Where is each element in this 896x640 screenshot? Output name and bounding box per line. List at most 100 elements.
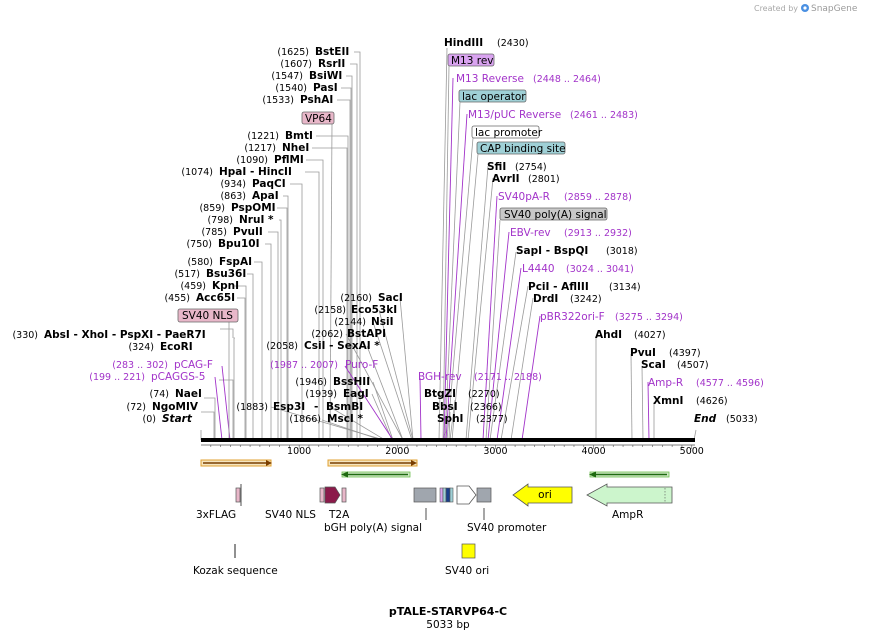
primer-label-puro-f: Puro-F — [345, 359, 378, 371]
site-num: (2377) — [476, 414, 508, 425]
primer-label-ebv-rev: EBV-rev — [510, 227, 551, 239]
site-num: (2158) — [314, 305, 346, 316]
site-label-hpai-hincii: HpaI - HincII — [219, 166, 292, 178]
site-num: (1090) — [236, 155, 268, 166]
plasmid-name: pTALE-STARVP64-C — [389, 605, 507, 618]
site-label-bsiwi: BsiWI — [309, 70, 342, 82]
site-label-pspomi: PspOMI — [231, 202, 276, 214]
site-num: (4027) — [634, 330, 666, 341]
site-label-bsmbi-dash: - — [314, 401, 318, 413]
site-label-nrui: NruI * — [239, 214, 274, 226]
site-num: (1939) — [305, 389, 337, 400]
site-label-scai: ScaI — [641, 359, 666, 371]
ruler-tick-label: 5000 — [680, 446, 704, 457]
site-label-nsii: NsiI — [371, 316, 394, 328]
site-label-pvuii: PvuII — [233, 226, 263, 238]
site-label-pshai: PshAI — [300, 94, 333, 106]
site-num: (1074) — [181, 167, 213, 178]
site-num: (2058) — [266, 341, 298, 352]
box-label-sv40-polya: SV40 poly(A) signal — [504, 209, 607, 221]
snapgene-logo-icon — [801, 4, 809, 12]
site-num: (2062) — [311, 329, 343, 340]
site-num: (1866) — [289, 414, 321, 425]
site-label-avrii: AvrII — [492, 173, 520, 185]
site-label-bpu10i: Bpu10I — [218, 238, 260, 250]
site-label-absi-xhoi: AbsI - XhoI - PspXI - PaeR7I — [44, 329, 206, 341]
site-label-apai: ApaI — [252, 190, 279, 202]
site-num: (1607) — [280, 59, 312, 70]
site-label-start: Start — [162, 413, 193, 425]
brand-name: SnapGene — [811, 4, 858, 14]
feature-leader-lines — [228, 65, 501, 441]
site-label-hindiii: HindIII — [444, 37, 483, 49]
primer-label-pcag-f: pCAG-F — [174, 359, 213, 371]
site-label-paqci: PaqCI — [252, 178, 286, 190]
site-num: (3018) — [606, 246, 638, 257]
restriction-sites: (0) Start (72) NgoMIV (74) NaeI (324) Ec… — [12, 37, 757, 425]
site-num: (1221) — [247, 131, 279, 142]
site-label-pvui: PvuI — [630, 347, 656, 359]
primer-label-sv40pa-r: SV40pA-R — [498, 191, 550, 203]
site-num: (1217) — [244, 143, 276, 154]
site-leader-lines — [200, 47, 697, 441]
primer-range: (2448 .. 2464) — [533, 74, 601, 85]
primer-range: (283 .. 302) — [112, 360, 168, 371]
ruler-tick-label: 3000 — [483, 446, 507, 457]
feature-label-sv40-nls: SV40 NLS — [265, 509, 316, 521]
feature-label-ampr: AmpR — [612, 509, 643, 521]
ruler-tick-label: 2000 — [385, 446, 409, 457]
site-label-xmni: XmnI — [653, 395, 683, 407]
primer-range: (2461 .. 2483) — [570, 110, 638, 121]
site-num: (2270) — [468, 389, 500, 400]
site-num: (1946) — [295, 377, 327, 388]
primer-range: (199 .. 221) — [89, 372, 145, 383]
site-label-esp3i: Esp3I — [273, 401, 305, 413]
site-num: (4507) — [677, 360, 709, 371]
site-label-msci: MscI * — [327, 413, 363, 425]
site-num: (1533) — [262, 95, 294, 106]
box-label-lac-promoter: lac promoter — [475, 127, 543, 139]
box-label-cap-binding-site: CAP binding site — [480, 143, 566, 155]
site-label-naei: NaeI — [175, 388, 202, 400]
site-label-eagi: EagI — [343, 388, 369, 400]
primer-range: (1987 .. 2007) — [270, 360, 338, 371]
site-num: (2366) — [470, 402, 502, 413]
site-num: (5033) — [726, 414, 758, 425]
site-num: (580) — [187, 257, 213, 268]
site-num: (4397) — [669, 348, 701, 359]
primer-labels: (199 .. 221) pCAGGS-5 (283 .. 302) pCAG-… — [89, 73, 764, 389]
site-num: (2754) — [515, 162, 547, 173]
feature-label-sv40-ori: SV40 ori — [445, 565, 489, 577]
site-num: (785) — [201, 227, 227, 238]
sequence-ruler: 1000 2000 3000 4000 5000 — [201, 438, 704, 457]
brand-prefix: Created by — [754, 4, 798, 13]
primer-label-pcaggs-5: pCAGGS-5 — [151, 371, 205, 383]
site-num: (0) — [143, 414, 156, 425]
primer-label-m13-reverse: M13 Reverse — [456, 73, 524, 85]
site-label-drdi: DrdI — [533, 293, 558, 305]
site-label-bsteii: BstEII — [315, 46, 349, 58]
site-num: (3242) — [570, 294, 602, 305]
boxed-labels: SV40 NLS VP64 M13 rev lac operator lac p… — [177, 53, 608, 323]
site-num: (863) — [220, 191, 246, 202]
site-label-eco53ki: Eco53kI — [351, 304, 397, 316]
site-label-end: End — [694, 413, 717, 425]
site-label-acc65i: Acc65I — [196, 292, 235, 304]
site-label-bmti: BmtI — [285, 130, 313, 142]
box-label-m13-rev: M13 rev — [451, 55, 494, 67]
primer-label-amp-r: Amp-R — [648, 377, 683, 389]
site-num: (859) — [199, 203, 225, 214]
box-label-lac-operator: lac operator — [462, 91, 526, 103]
ruler-tick-label: 4000 — [582, 446, 606, 457]
site-label-bstapi: BstAPI — [347, 328, 386, 340]
primer-range: (2913 .. 2932) — [564, 228, 632, 239]
site-num: (330) — [12, 330, 38, 341]
site-label-csii-sexai: CsiI - SexAI * — [304, 340, 380, 352]
feature-label-3xflag: 3xFLAG — [196, 509, 236, 521]
site-label-sapi-bspqi: SapI - BspQI — [516, 245, 588, 257]
primer-range: (3024 .. 3041) — [566, 264, 634, 275]
site-label-saci: SacI — [378, 292, 403, 304]
site-num: (459) — [180, 281, 206, 292]
primer-range: (3275 .. 3294) — [615, 312, 683, 323]
